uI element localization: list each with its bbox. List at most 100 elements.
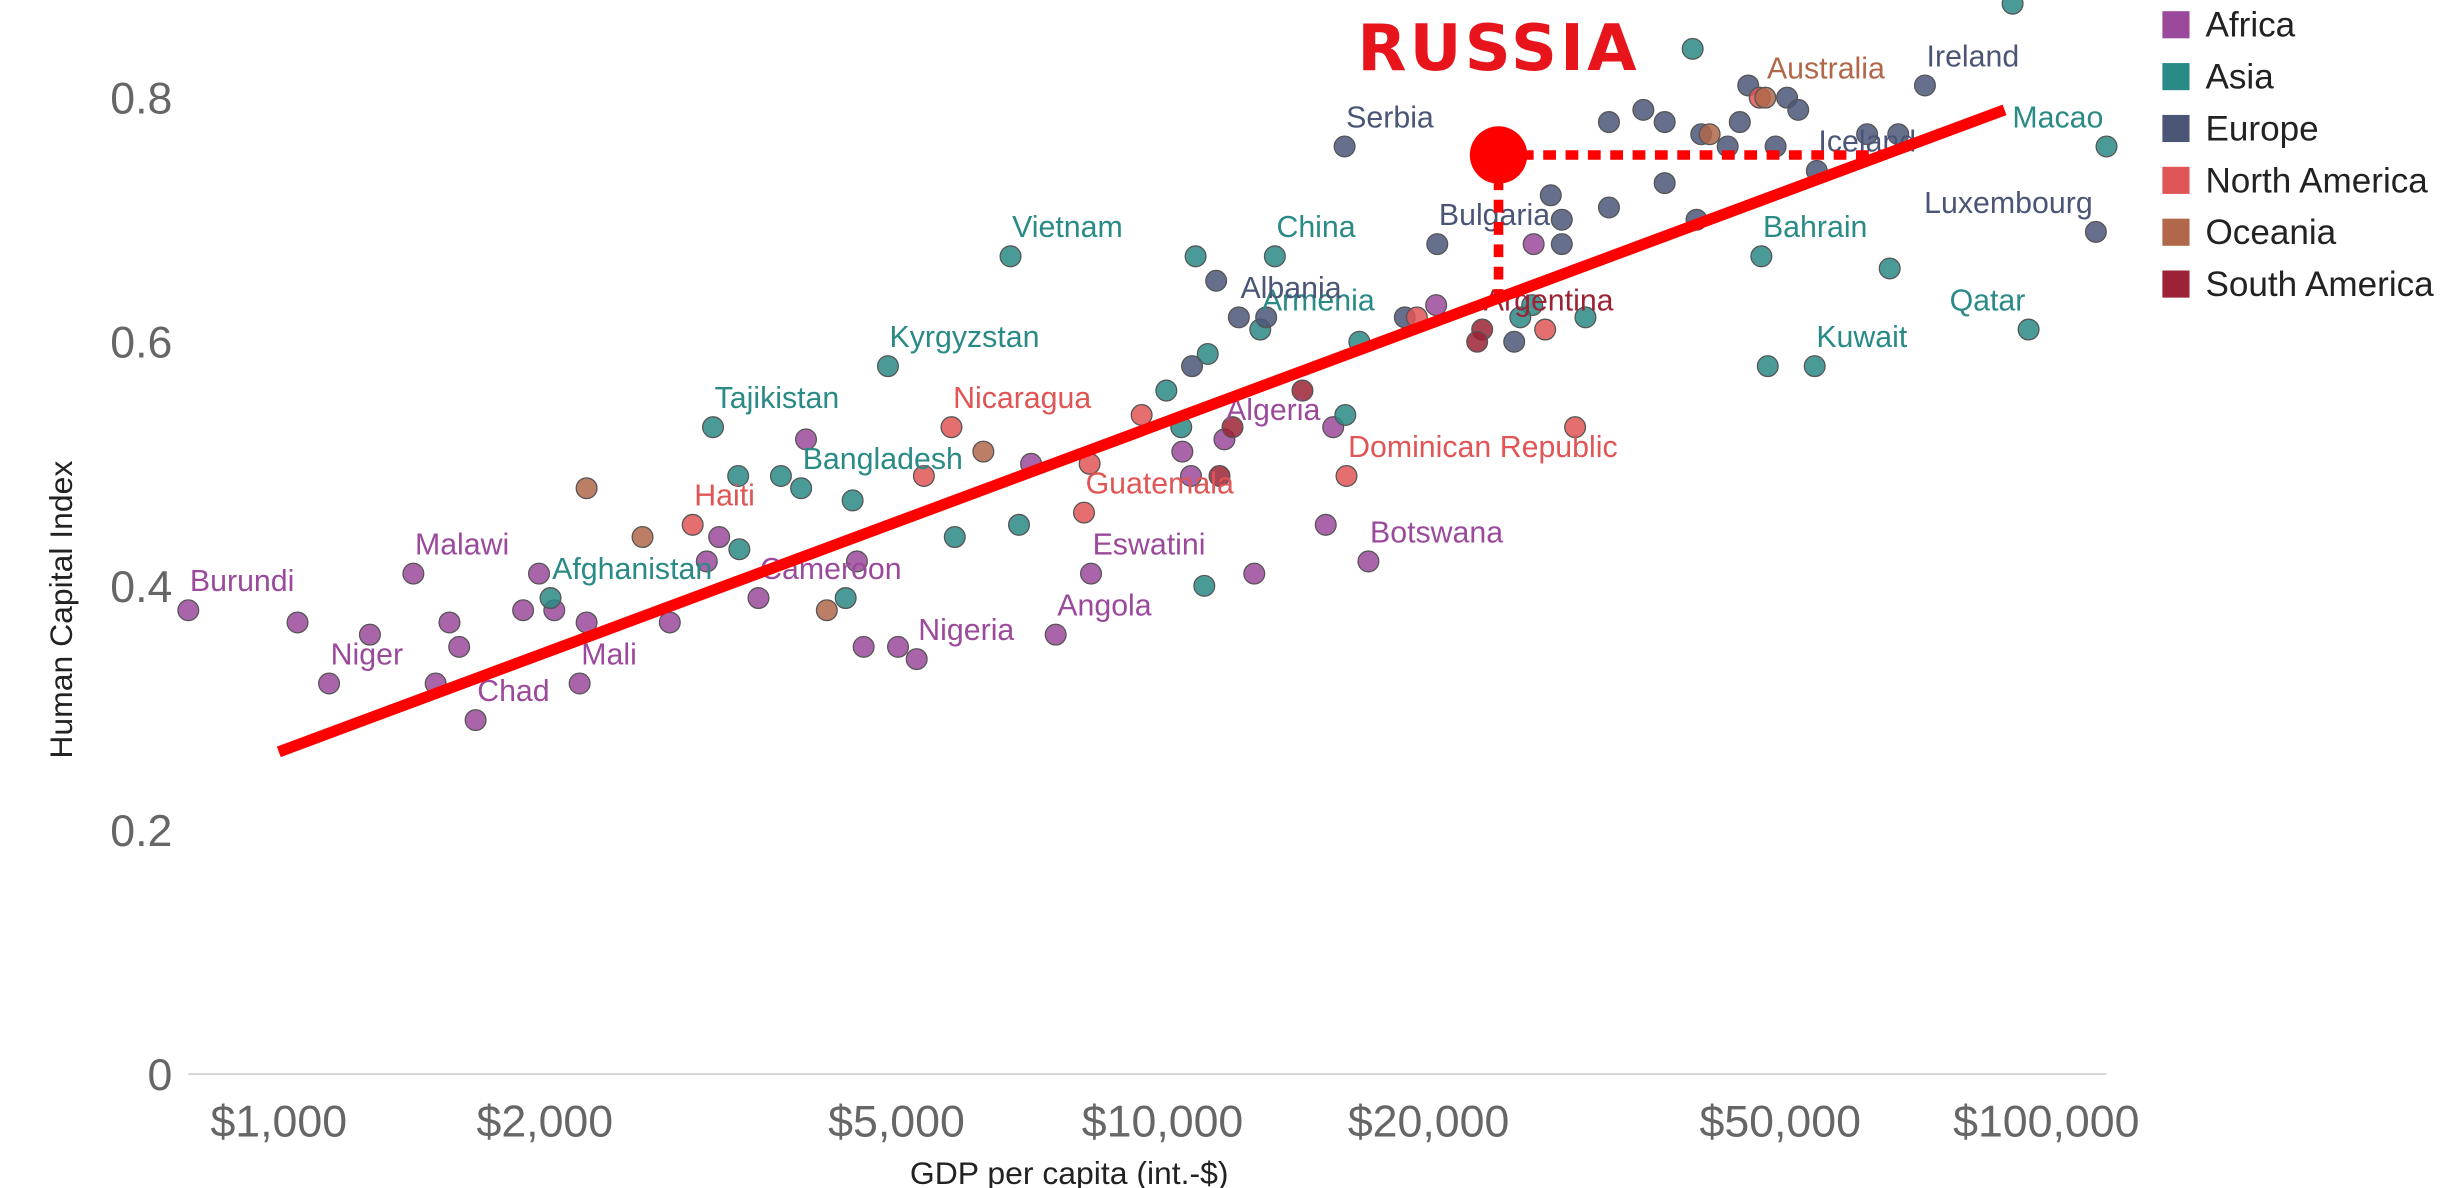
data-point xyxy=(1426,233,1449,256)
legend-swatch xyxy=(2162,166,2190,194)
data-point xyxy=(1503,330,1526,353)
data-point xyxy=(1181,355,1204,378)
y-tick-label: 0.4 xyxy=(110,563,172,612)
point-label: Bangladesh xyxy=(803,443,963,476)
data-point xyxy=(1509,306,1532,329)
point-label: Botswana xyxy=(1370,516,1503,549)
data-point xyxy=(1291,379,1314,402)
data-point xyxy=(402,562,425,585)
point-label: Serbia xyxy=(1346,101,1434,134)
data-point xyxy=(1803,355,1826,378)
legend-label: North America xyxy=(2205,161,2428,200)
point-label: Albania xyxy=(1240,272,1341,305)
point-label: Tajikistan xyxy=(715,382,840,415)
data-point xyxy=(539,587,562,610)
data-point xyxy=(728,538,751,561)
data-point xyxy=(1314,513,1337,536)
data-point xyxy=(1255,306,1278,329)
data-point xyxy=(1155,379,1178,402)
point-label: Dominican Republic xyxy=(1348,431,1618,464)
data-point xyxy=(1574,306,1597,329)
point-label: Mali xyxy=(581,638,637,671)
point-label: Chad xyxy=(477,675,549,708)
data-point xyxy=(1263,245,1286,268)
point-label: China xyxy=(1276,211,1355,244)
highlight-point xyxy=(1469,126,1528,184)
data-point xyxy=(747,587,770,610)
point-label: Malawi xyxy=(415,528,509,561)
data-point xyxy=(972,440,995,463)
x-tick-label: $100,000 xyxy=(1953,1097,2139,1146)
data-point xyxy=(1550,208,1573,231)
point-label: Armenia xyxy=(1262,284,1375,317)
legend-label: Europe xyxy=(2205,109,2318,148)
legend-label: South America xyxy=(2205,265,2434,304)
data-point xyxy=(1184,245,1207,268)
data-point xyxy=(1756,355,1779,378)
highlight-label: RUSSIA xyxy=(1357,12,1639,86)
data-point xyxy=(1080,562,1103,585)
data-point xyxy=(1750,245,1773,268)
point-label: Haiti xyxy=(694,480,755,513)
point-label: Kyrgyzstan xyxy=(890,321,1040,354)
data-point xyxy=(1171,440,1194,463)
data-point xyxy=(795,428,818,451)
data-point xyxy=(1550,233,1573,256)
data-point xyxy=(1425,294,1448,317)
data-point xyxy=(1597,196,1620,219)
data-point xyxy=(286,611,309,634)
point-label: Guatemala xyxy=(1086,467,1234,500)
legend-swatch xyxy=(2162,270,2190,298)
data-point xyxy=(943,526,966,549)
data-point xyxy=(2001,0,2024,15)
data-point xyxy=(1243,562,1266,585)
legend-swatch xyxy=(2162,218,2190,246)
data-point xyxy=(790,477,813,500)
point-label: Burundi xyxy=(190,565,294,598)
x-tick-label: $50,000 xyxy=(1699,1097,1860,1146)
data-point xyxy=(834,587,857,610)
point-label: Eswatini xyxy=(1093,528,1206,561)
data-point xyxy=(695,550,718,573)
data-point xyxy=(568,672,591,695)
x-tick-label: $2,000 xyxy=(476,1097,613,1146)
legend-label: Asia xyxy=(2205,58,2274,97)
data-point xyxy=(1227,306,1250,329)
data-point xyxy=(845,550,868,573)
point-label: Australia xyxy=(1767,53,1885,86)
data-point xyxy=(1333,135,1356,158)
x-tick-label: $20,000 xyxy=(1348,1097,1509,1146)
data-point xyxy=(1007,513,1031,536)
legend-label: Africa xyxy=(2205,6,2295,45)
data-point xyxy=(887,635,910,658)
data-point xyxy=(905,648,928,671)
data-point xyxy=(708,526,731,549)
point-label: Vietnam xyxy=(1012,211,1123,244)
point-label: Macao xyxy=(2012,101,2103,134)
data-point xyxy=(1221,416,1244,439)
data-point xyxy=(1179,464,1203,488)
data-point xyxy=(1653,111,1676,134)
point-label: Algeria xyxy=(1226,394,1320,427)
data-point xyxy=(1073,501,1096,524)
x-axis-title: GDP per capita (int.-$) xyxy=(910,1155,1229,1188)
data-point xyxy=(1653,172,1676,195)
data-point xyxy=(448,635,471,658)
y-tick-label: 0.6 xyxy=(110,319,172,368)
legend-label: Oceania xyxy=(2205,213,2336,252)
point-label: Ireland xyxy=(1927,40,2020,73)
data-point xyxy=(318,672,341,695)
data-point xyxy=(358,623,381,646)
point-label: Angola xyxy=(1057,590,1152,623)
data-point xyxy=(1728,111,1751,134)
data-point xyxy=(512,599,535,622)
data-point xyxy=(912,464,935,488)
point-label: Kuwait xyxy=(1816,321,1908,354)
data-point xyxy=(1334,403,1357,426)
legend-swatch xyxy=(2162,11,2190,39)
data-point xyxy=(1196,342,1219,365)
point-label: Nicaragua xyxy=(953,382,1091,415)
data-point xyxy=(1698,123,1721,146)
point-label: Bahrain xyxy=(1763,211,1867,244)
